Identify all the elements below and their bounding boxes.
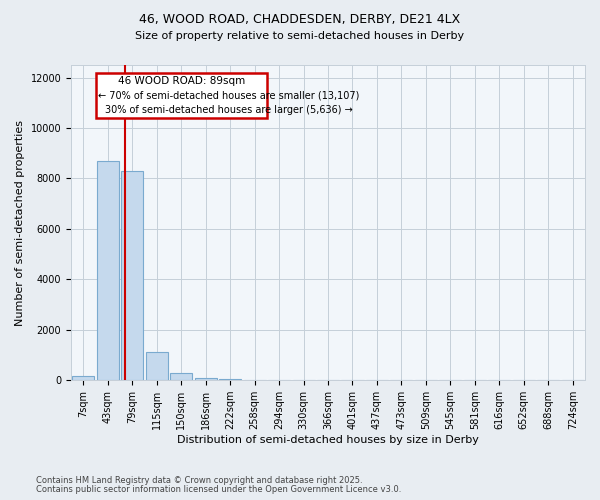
FancyBboxPatch shape bbox=[96, 72, 267, 118]
Text: Contains public sector information licensed under the Open Government Licence v3: Contains public sector information licen… bbox=[36, 485, 401, 494]
Bar bbox=[170, 373, 192, 380]
Text: 30% of semi-detached houses are larger (5,636) →: 30% of semi-detached houses are larger (… bbox=[104, 105, 352, 115]
Y-axis label: Number of semi-detached properties: Number of semi-detached properties bbox=[15, 120, 25, 326]
Text: Contains HM Land Registry data © Crown copyright and database right 2025.: Contains HM Land Registry data © Crown c… bbox=[36, 476, 362, 485]
Bar bbox=[121, 171, 143, 380]
Text: Size of property relative to semi-detached houses in Derby: Size of property relative to semi-detach… bbox=[136, 31, 464, 41]
Text: 46 WOOD ROAD: 89sqm: 46 WOOD ROAD: 89sqm bbox=[118, 76, 245, 86]
X-axis label: Distribution of semi-detached houses by size in Derby: Distribution of semi-detached houses by … bbox=[177, 435, 479, 445]
Bar bbox=[146, 352, 168, 380]
Bar bbox=[194, 378, 217, 380]
Bar bbox=[97, 161, 119, 380]
Text: 46, WOOD ROAD, CHADDESDEN, DERBY, DE21 4LX: 46, WOOD ROAD, CHADDESDEN, DERBY, DE21 4… bbox=[139, 12, 461, 26]
Bar bbox=[72, 376, 94, 380]
Text: ← 70% of semi-detached houses are smaller (13,107): ← 70% of semi-detached houses are smalle… bbox=[98, 90, 360, 101]
